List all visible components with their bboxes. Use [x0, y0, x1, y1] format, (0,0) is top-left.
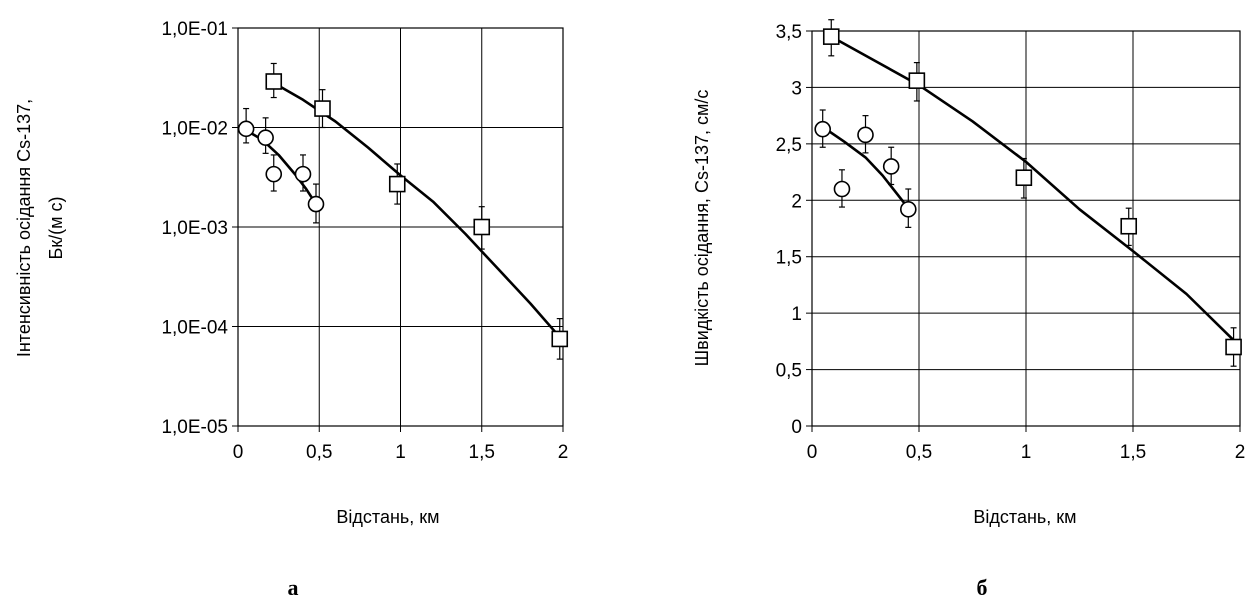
panel-label-a: а	[288, 575, 299, 600]
data-point-circle	[857, 126, 874, 144]
data-point-square	[388, 175, 406, 193]
data-point-circle	[307, 195, 325, 213]
chart-panel-a: 1,0E-05 1,0E-04 1,0E-03 1,0E-02 1,0E-01 0 0,5 1…	[14, 19, 568, 600]
y-tick-label: 1,5	[776, 248, 802, 269]
fit-curve-circle	[821, 125, 910, 210]
plot-area: 1,0E-05 1,0E-04 1,0E-03 1,0E-02 1,0E-01 0 0,5 1…	[161, 19, 568, 463]
data-point-square	[551, 330, 569, 348]
x-axis-title: Відстань, км	[973, 507, 1076, 527]
y-tick-label: 1,0E-02	[161, 119, 228, 140]
y-axis-title-line-1: Інтенсивність осідання Cs-137,	[14, 99, 34, 357]
y-tick-label: 1,0E-05	[161, 417, 228, 438]
y-tick-label: 0	[791, 417, 802, 438]
y-axis-title: Швидкість осідання, Cs-137, см/с	[692, 90, 712, 367]
panel-label-b: б	[977, 575, 988, 600]
x-tick-label: 0	[807, 442, 818, 463]
data-point-circle	[814, 120, 832, 138]
data-point-square	[1225, 338, 1242, 356]
y-tick-label: 1,0E-03	[161, 218, 228, 239]
data-point-circle	[265, 165, 283, 183]
data-point-circle	[237, 120, 255, 138]
data-point-square	[1015, 169, 1033, 187]
x-tick-label: 0	[233, 442, 244, 463]
y-tick-label: 1	[791, 304, 802, 325]
data-point-circle	[257, 129, 274, 146]
x-tick-label: 1	[1021, 442, 1032, 463]
y-axis-title-line-2: Бк/(м с)	[46, 196, 66, 259]
y-tick-label: 1,0E-04	[161, 318, 228, 339]
chart-panel-b: 0 0,5 1 1,5 2 2,5 3 3,5 0 0,5 1 1,5 2 Швидкість осід…	[692, 19, 1246, 600]
y-tick-label: 0,5	[776, 361, 802, 382]
data-point-square	[314, 100, 331, 117]
x-tick-label: 1	[395, 442, 406, 463]
plot-area: 0 0,5 1 1,5 2 2,5 3 3,5 0 0,5 1 1,5 2	[776, 19, 1246, 463]
x-tick-label: 1,5	[469, 442, 495, 463]
x-tick-label: 2	[558, 442, 569, 463]
data-point-square	[1120, 217, 1138, 235]
x-tick-label: 1,5	[1120, 442, 1146, 463]
fit-curve-square	[830, 35, 1235, 342]
y-tick-label: 3	[791, 78, 802, 99]
data-point-square	[822, 28, 840, 45]
x-tick-label: 2	[1235, 442, 1246, 463]
data-point-circle	[882, 158, 900, 175]
y-tick-label: 2	[791, 191, 802, 212]
x-tick-label: 0,5	[906, 442, 932, 463]
y-tick-label: 3,5	[776, 22, 802, 43]
x-tick-label: 0,5	[306, 442, 332, 463]
data-point-square	[473, 218, 491, 236]
data-point-circle	[294, 165, 312, 183]
x-axis-title: Відстань, км	[336, 507, 439, 527]
y-tick-label: 1,0E-01	[161, 19, 228, 40]
data-point-square	[265, 73, 283, 90]
data-point-circle	[833, 180, 851, 198]
data-point-circle	[899, 201, 917, 218]
y-tick-label: 2,5	[776, 135, 802, 156]
data-point-square	[908, 72, 926, 89]
